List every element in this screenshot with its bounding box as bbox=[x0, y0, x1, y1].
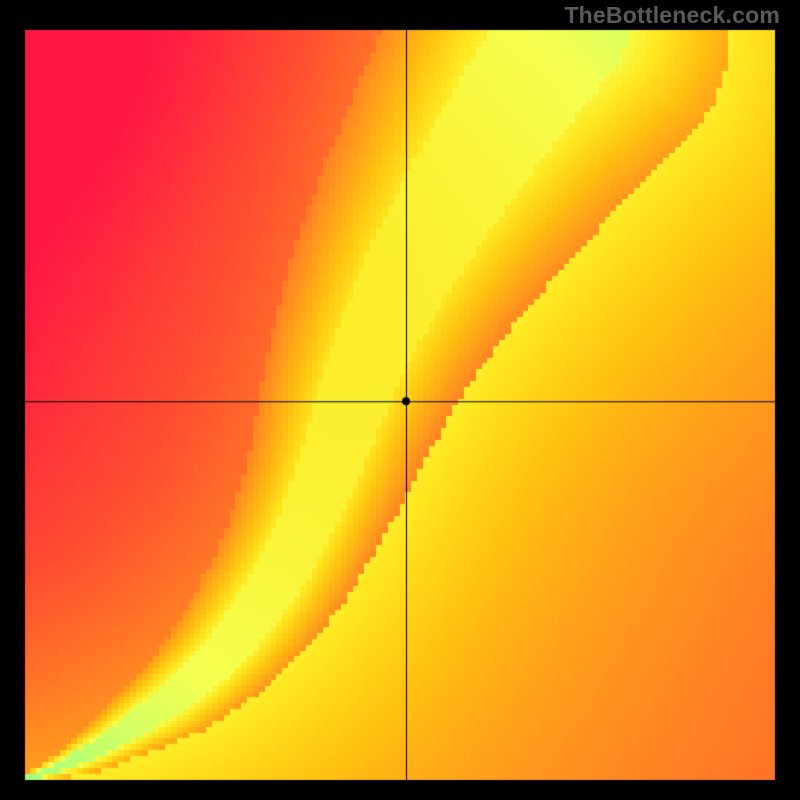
watermark-text: TheBottleneck.com bbox=[564, 2, 780, 29]
heatmap-canvas bbox=[0, 0, 800, 800]
chart-container: TheBottleneck.com bbox=[0, 0, 800, 800]
